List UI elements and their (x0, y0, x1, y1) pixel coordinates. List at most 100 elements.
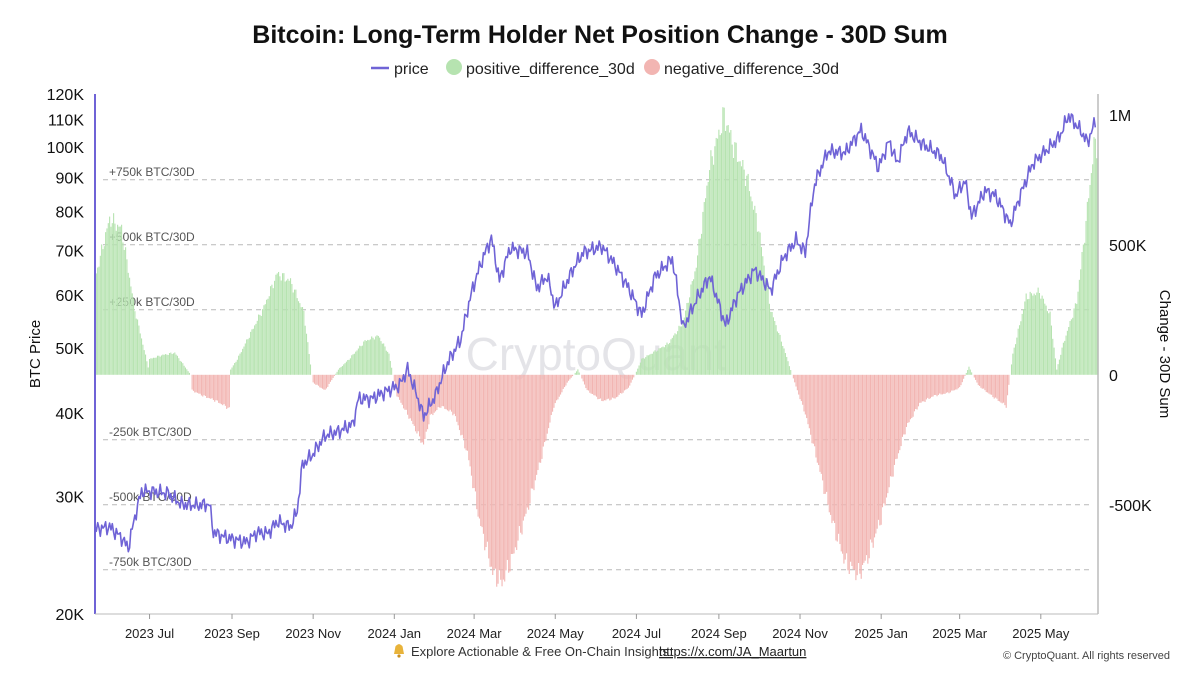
negative-bar (582, 374, 584, 382)
negative-bar (569, 374, 571, 380)
x-ticks: 2023 Jul 2023 Sep 2023 Nov 2024 Jan 2024 Mar… (125, 614, 1070, 641)
positive-bar (158, 355, 160, 375)
negative-bar (881, 374, 884, 508)
negative-bar (493, 374, 495, 570)
positive-bar (1054, 358, 1056, 375)
positive-bar (296, 298, 298, 375)
negative-bar (823, 374, 825, 494)
price-line (94, 113, 1097, 553)
negative-bar (955, 374, 957, 390)
positive-bar (147, 367, 149, 375)
negative-bar (323, 374, 325, 390)
negative-bar (404, 374, 406, 410)
negative-bar (568, 374, 570, 381)
positive-bar (230, 369, 232, 375)
positive-bar (164, 354, 167, 375)
negative-bar (794, 374, 796, 383)
negative-bar (219, 374, 221, 404)
negative-bar (508, 374, 510, 573)
negative-bar (609, 374, 611, 401)
positive-bar (1070, 319, 1072, 375)
positive-bar (1014, 344, 1017, 375)
positive-bar (250, 331, 252, 375)
positive-bar (673, 335, 675, 375)
footer-link[interactable]: https://x.com/JA_Maartun (659, 644, 806, 659)
positive-bar (340, 367, 342, 375)
positive-bar (715, 137, 717, 375)
negative-bar (532, 374, 534, 489)
positive-bar (299, 303, 301, 375)
positive-bar (99, 255, 101, 375)
negative-bar (585, 374, 587, 389)
legend-positive-label[interactable]: positive_difference_30d (466, 61, 635, 78)
positive-bar (754, 205, 756, 375)
negative-bar (542, 374, 544, 447)
negative-bar (425, 374, 427, 432)
negative-bar (191, 374, 193, 390)
negative-bar (984, 374, 986, 391)
negative-bar (476, 374, 478, 510)
legend-negative-label[interactable]: negative_difference_30d (664, 61, 839, 78)
negative-bar (633, 374, 635, 378)
negative-bar (822, 374, 824, 481)
negative-bar (484, 374, 486, 551)
positive-bar (731, 144, 733, 375)
positive-bar (1076, 303, 1078, 375)
x-tick-label: 2025 Jan (854, 626, 908, 641)
x-tick-label: 2023 Nov (285, 626, 341, 641)
negative-bar (510, 374, 512, 554)
positive-bar (337, 369, 339, 375)
positive-bar (649, 354, 651, 375)
negative-bar (594, 374, 596, 396)
positive-bar (643, 358, 645, 375)
positive-bar (282, 273, 284, 375)
negative-bar (496, 374, 498, 587)
positive-bar (367, 339, 369, 375)
negative-bar (907, 374, 909, 423)
negative-bar (212, 374, 214, 400)
negative-bar (627, 374, 629, 388)
negative-bar (832, 374, 834, 521)
negative-bar (815, 374, 817, 458)
positive-bar (969, 369, 971, 375)
negative-bar (889, 374, 892, 477)
negative-bar (208, 374, 210, 399)
legend-price-label[interactable]: price (394, 61, 429, 78)
negative-bar (944, 374, 946, 394)
y-left-tick-label: 20K (56, 607, 85, 624)
negative-bar (611, 374, 614, 398)
negative-bar (808, 374, 810, 429)
negative-bar (631, 374, 633, 380)
positive-bar (263, 305, 265, 375)
positive-bar (1074, 303, 1076, 375)
negative-bar (204, 374, 206, 396)
negative-bar (446, 374, 449, 411)
y-left-tick-label: 80K (56, 205, 85, 222)
positive-bar (790, 370, 792, 375)
reference-line-label: +500k BTC/30D (109, 230, 195, 244)
positive-bar (758, 231, 760, 375)
positive-bar (243, 346, 245, 375)
negative-bar (501, 374, 503, 587)
y-left-tick-label: 40K (56, 406, 85, 423)
positive-bar (726, 125, 728, 375)
negative-bar (566, 374, 568, 383)
y-left-tick-label: 100K (47, 140, 85, 157)
positive-bar (252, 328, 254, 375)
positive-bar (779, 334, 781, 375)
positive-bar (734, 142, 736, 375)
positive-bar (971, 372, 973, 375)
positive-bar (1012, 353, 1014, 375)
negative-bar (560, 374, 562, 395)
negative-bar (399, 374, 401, 400)
positive-bar (117, 224, 119, 375)
positive-bar (290, 278, 292, 375)
negative-bar (529, 374, 531, 504)
negative-bar (332, 374, 334, 378)
negative-bar (800, 374, 802, 402)
positive-bar (135, 318, 137, 375)
footer-text: Explore Actionable & Free On-Chain Insig… (411, 644, 673, 659)
negative-bar (220, 374, 222, 405)
negative-bar (228, 374, 230, 408)
y-left-tick-label: 30K (56, 489, 85, 506)
